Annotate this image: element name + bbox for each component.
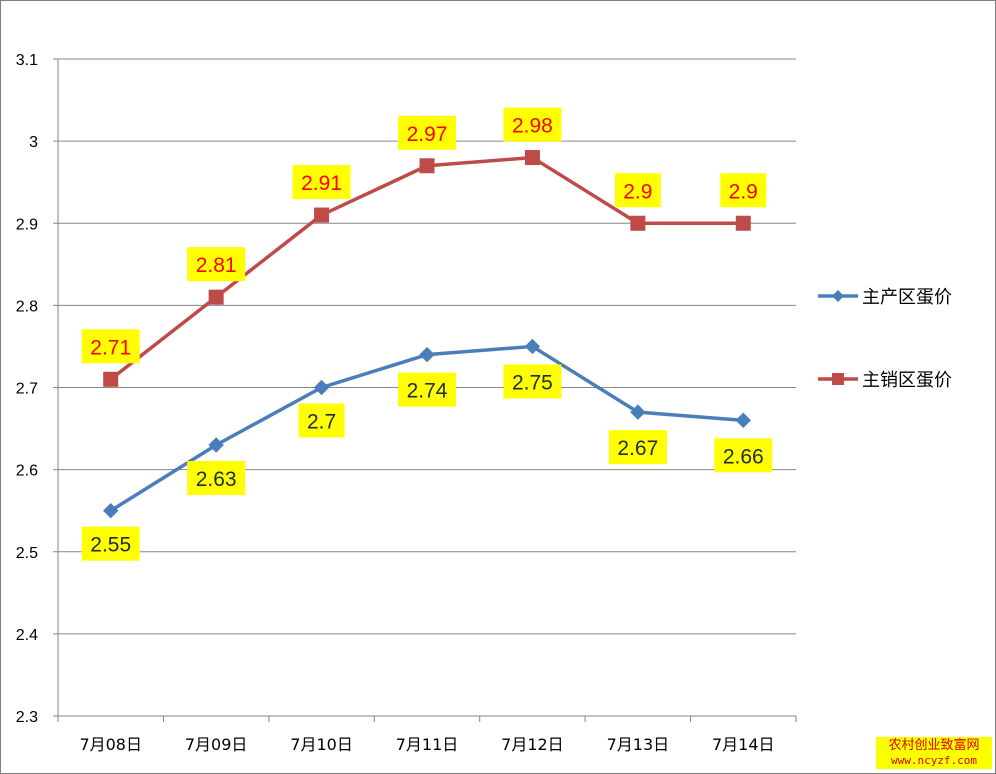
y-tick-label: 2.3 [16,709,38,726]
data-label-background [398,372,456,407]
legend-label: 主产区蛋价 [862,287,952,308]
data-label-background [503,107,562,142]
y-tick-label: 3 [29,134,38,151]
data-label-background [398,115,456,150]
x-tick-label: 7月08日 [79,735,142,754]
y-tick-label: 2.7 [16,381,38,398]
y-tick-label: 3.1 [16,52,38,69]
data-label: 2.66 [723,445,764,468]
data-label: 2.67 [617,437,658,460]
data-point [103,502,119,519]
data-label: 2.75 [512,371,553,394]
data-label-background [292,165,351,200]
data-label-background [714,438,773,473]
data-label-background [614,173,661,208]
data-label: 2.74 [407,380,448,403]
data-label-background [298,403,345,438]
data-point [735,215,751,231]
x-tick-label: 7月13日 [607,735,670,754]
y-tick-label: 2.9 [16,216,38,233]
legend-marker [832,290,844,302]
data-label-background [720,173,767,208]
legend-label: 主销区蛋价 [862,370,952,391]
data-label: 2.55 [90,534,131,557]
y-tick-label: 2.8 [16,298,38,315]
legend-marker [832,373,844,385]
data-label: 2.9 [729,180,758,203]
data-label: 2.97 [407,123,448,146]
data-label: 2.98 [512,115,553,138]
data-label: 2.9 [623,180,652,203]
x-tick-label: 7月14日 [712,735,775,754]
data-label-background [81,526,140,561]
data-label: 2.91 [301,172,342,195]
data-label: 2.81 [196,254,237,277]
data-point [524,338,541,355]
data-point [208,437,224,453]
data-label-background [187,460,246,495]
y-tick-label: 2.5 [16,545,38,562]
data-point [735,412,751,429]
y-tick-label: 2.4 [16,627,38,644]
x-tick-label: 7月09日 [185,735,248,754]
data-point [419,346,435,363]
data-label-background [608,430,667,465]
data-label: 2.63 [196,468,237,491]
data-point [524,150,540,166]
data-point [630,215,646,231]
watermark-site-name: 农村创业致富网 [888,738,980,753]
data-point [419,158,435,174]
data-label: 2.7 [307,411,336,434]
data-label-background [81,329,140,364]
site-watermark: 农村创业致富网 www.ncyzf.com [876,737,992,769]
x-tick-label: 7月11日 [396,735,459,754]
x-tick-label: 7月10日 [290,735,353,754]
data-label-background [503,364,562,399]
data-point [630,404,646,420]
data-point [314,207,330,223]
y-tick-label: 2.6 [16,463,38,480]
data-point [208,289,224,305]
data-label: 2.71 [90,336,131,359]
x-tick-label: 7月12日 [501,735,564,754]
data-point [313,379,330,396]
watermark-url: www.ncyzf.com [890,754,978,767]
data-point [103,371,119,387]
data-label-background [187,247,246,282]
